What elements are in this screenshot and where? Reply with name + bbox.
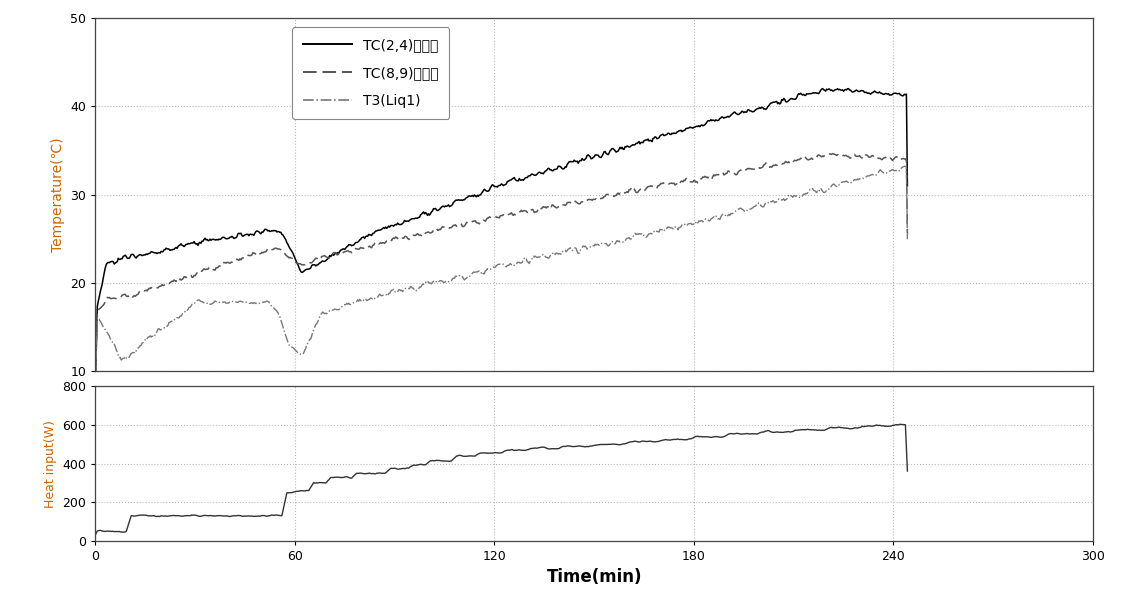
TC(2,4)평균값 [816,85,830,92]
T3(Liq1) [899,163,912,170]
T3(Liq1) [129,347,142,354]
TC(2,4)평균값 [900,182,914,189]
TC(2,4)평균값 [102,259,115,266]
TC(2,4)평균값 [129,254,142,261]
TC(2,4)평균값 [383,224,397,231]
TC(8,9)평균값 [402,236,416,243]
TC(8,9)평균값 [89,382,102,389]
T3(Liq1) [383,290,397,297]
TC(8,9)평균값 [383,236,397,243]
TC(8,9)평균값 [900,230,914,237]
T3(Liq1) [717,210,731,218]
T3(Liq1) [438,278,452,285]
T3(Liq1) [402,285,416,292]
Y-axis label: Temperature(℃): Temperature(℃) [50,137,65,252]
T3(Liq1) [900,236,914,243]
TC(8,9)평균값 [129,293,142,300]
X-axis label: Time(min): Time(min) [546,569,642,587]
TC(2,4)평균값 [438,203,452,210]
Y-axis label: Heat input(W): Heat input(W) [44,419,57,508]
T3(Liq1) [89,385,102,392]
Line: TC(8,9)평균값: TC(8,9)평균값 [95,154,907,386]
TC(8,9)평균값 [717,171,731,178]
TC(8,9)평균값 [826,150,840,157]
Legend: TC(2,4)평균값, TC(8,9)평균값, T3(Liq1): TC(2,4)평균값, TC(8,9)평균값, T3(Liq1) [291,26,450,119]
TC(2,4)평균값 [402,216,416,224]
TC(8,9)평균값 [438,223,452,230]
TC(2,4)평균값 [717,115,731,122]
TC(8,9)평균값 [102,294,115,301]
Line: TC(2,4)평균값: TC(2,4)평균값 [95,88,907,386]
T3(Liq1) [102,332,115,340]
Line: T3(Liq1): T3(Liq1) [95,166,907,389]
TC(2,4)평균값 [89,382,102,389]
